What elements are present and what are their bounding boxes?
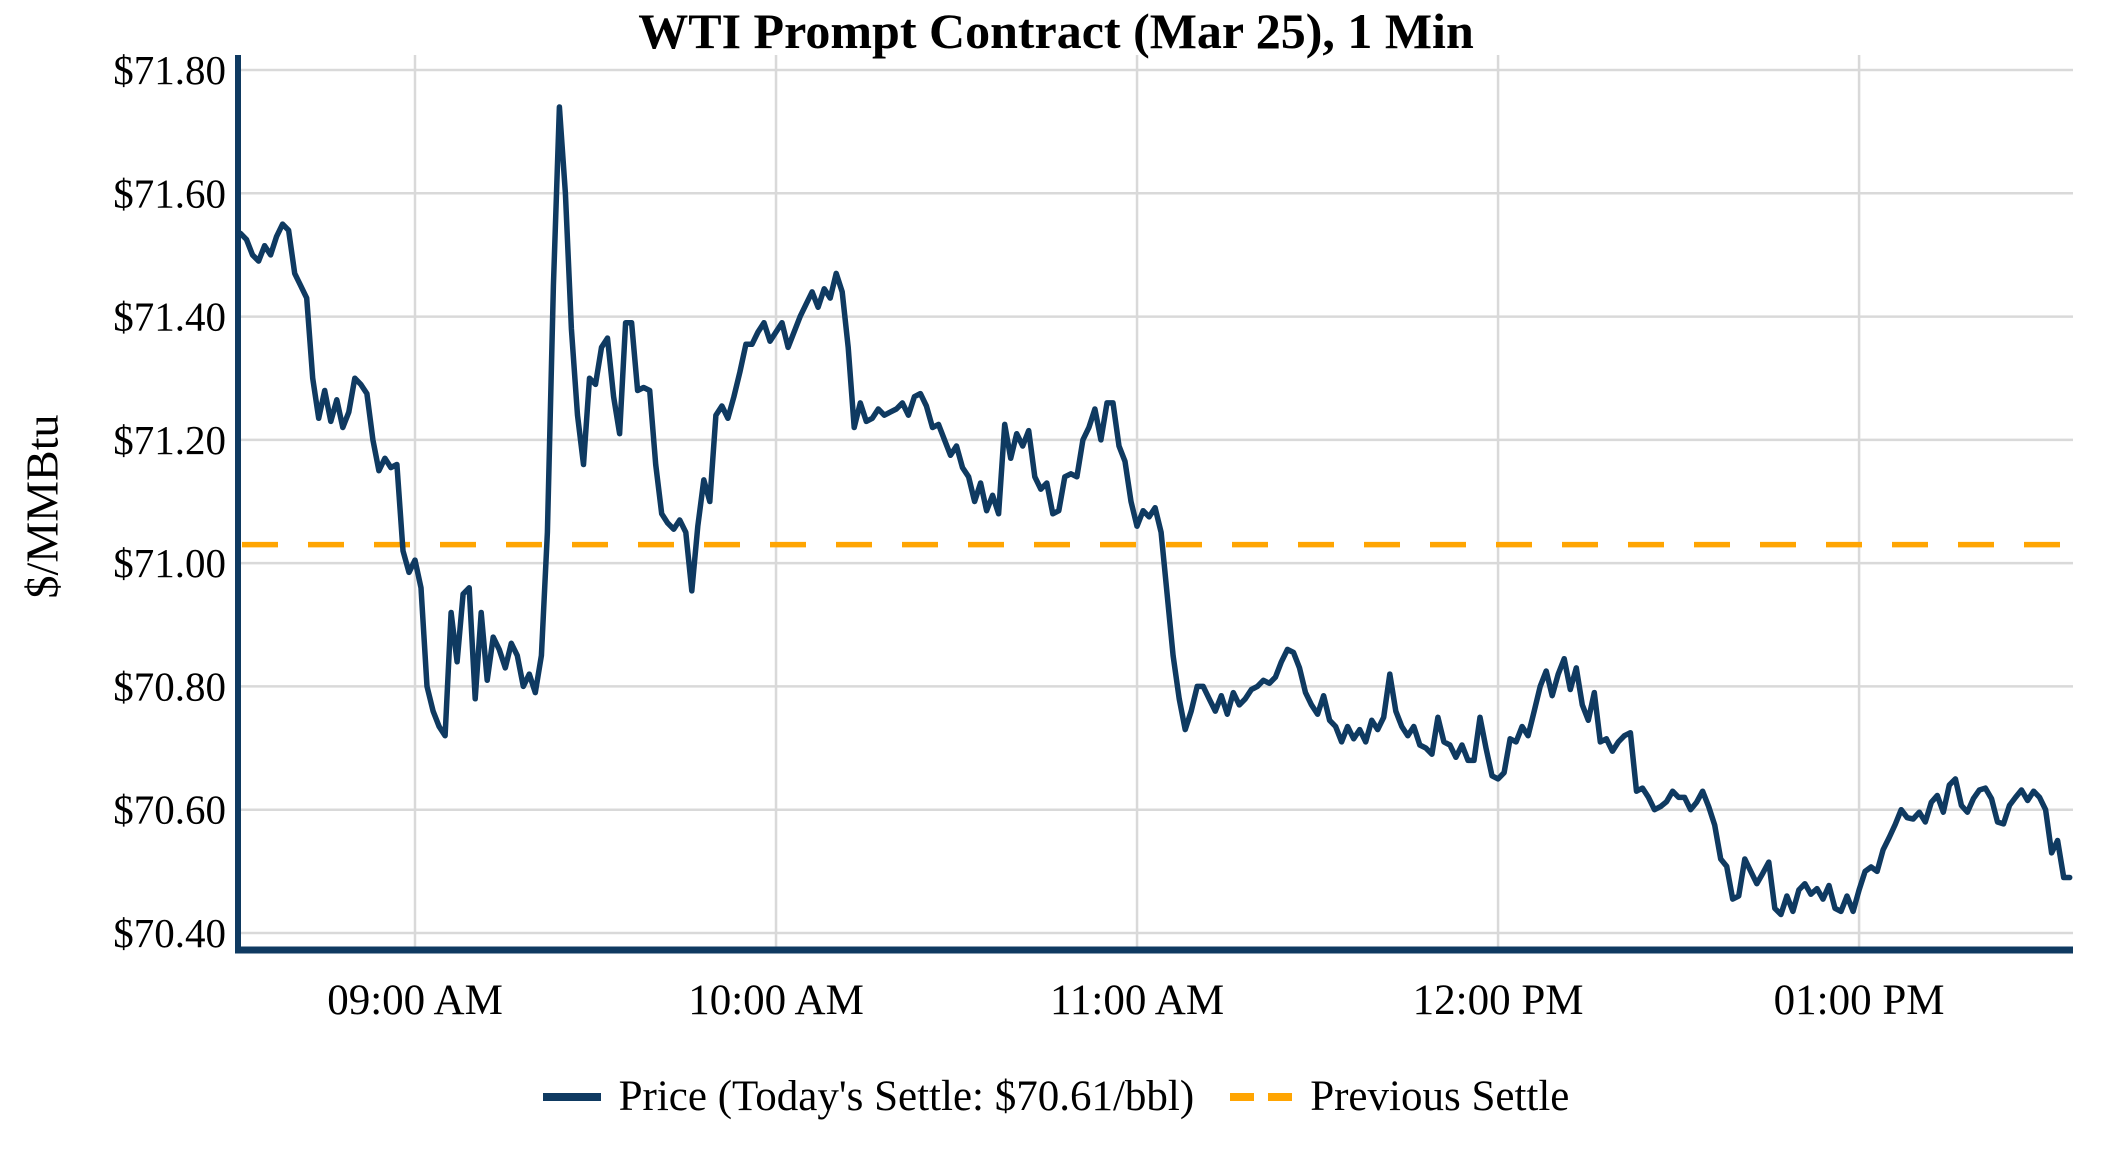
x-tick-label: 12:00 PM	[1413, 977, 1584, 1024]
y-tick-label: $71.40	[113, 294, 226, 340]
previous-settle-legend-swatch-icon	[1230, 1092, 1293, 1101]
y-tick-label: $71.20	[113, 417, 226, 463]
x-tick-labels: 09:00 AM 10:00 AM 11:00 AM 12:00 PM 01:00 PM	[327, 977, 1944, 1024]
price-legend-label: Price (Today's Settle: $70.61/bbl)	[618, 1073, 1195, 1120]
y-tick-label: $70.40	[113, 910, 226, 956]
price-legend-swatch-icon	[542, 1092, 601, 1101]
legend: Price (Today's Settle: $70.61/bbl) Previ…	[0, 1072, 2112, 1121]
chart-title: WTI Prompt Contract (Mar 25), 1 Min	[638, 3, 1474, 59]
y-tick-label: $70.60	[113, 787, 226, 833]
previous-settle-legend-label: Previous Settle	[1310, 1073, 1570, 1120]
x-tick-label: 09:00 AM	[327, 977, 503, 1024]
y-tick-labels: $71.80 $71.60 $71.40 $71.20 $71.00 $70.80 $70.…	[113, 47, 226, 956]
x-tick-label: 10:00 AM	[688, 977, 864, 1024]
y-tick-label: $71.60	[113, 170, 226, 216]
x-tick-label: 11:00 AM	[1050, 977, 1224, 1024]
y-tick-label: $70.80	[113, 663, 226, 709]
axes	[235, 55, 2073, 954]
y-tick-label: $71.80	[113, 47, 226, 93]
gridlines	[238, 55, 2073, 948]
price-line	[237, 104, 2073, 918]
x-tick-label: 01:00 PM	[1774, 977, 1945, 1024]
y-tick-label: $71.00	[113, 540, 226, 586]
